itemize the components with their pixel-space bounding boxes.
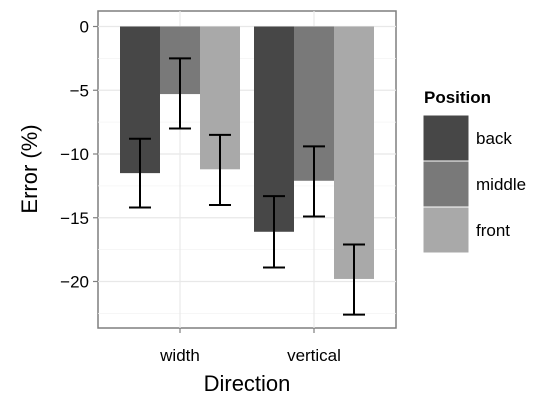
y-tick-label: −15 — [60, 209, 89, 228]
error-bar-middle-vertical — [303, 145, 325, 218]
x-axis-title: Direction — [204, 371, 291, 396]
x-tick-label-vertical: vertical — [287, 346, 341, 365]
y-tick-label: −10 — [60, 145, 89, 164]
x-tick-label-width: width — [159, 346, 200, 365]
legend-key-back — [422, 114, 470, 162]
legend-label-back: back — [476, 129, 512, 148]
legend-label-middle: middle — [476, 175, 526, 194]
legend-title: Position — [424, 88, 491, 107]
error-bar-middle-width — [169, 57, 191, 130]
y-tick-label: −5 — [70, 81, 89, 100]
y-axis: 0 −5 −10 −15 −20 — [60, 18, 98, 292]
plot-panel — [97, 10, 397, 329]
legend-key-front — [422, 206, 470, 254]
legend: Position back middle front — [422, 88, 526, 254]
bar-front-vertical — [334, 26, 374, 279]
y-axis-title: Error (%) — [17, 124, 42, 213]
error-bar-front-vertical — [343, 243, 365, 316]
y-tick-label: 0 — [80, 18, 89, 37]
error-bars — [129, 57, 365, 316]
legend-label-front: front — [476, 221, 510, 240]
error-bar-back-width — [129, 137, 151, 209]
error-bar-front-width — [209, 133, 231, 206]
x-axis: width vertical — [159, 328, 341, 365]
y-tick-label: −20 — [60, 273, 89, 292]
error-bar-back-vertical — [263, 195, 285, 269]
legend-key-middle — [422, 160, 470, 208]
